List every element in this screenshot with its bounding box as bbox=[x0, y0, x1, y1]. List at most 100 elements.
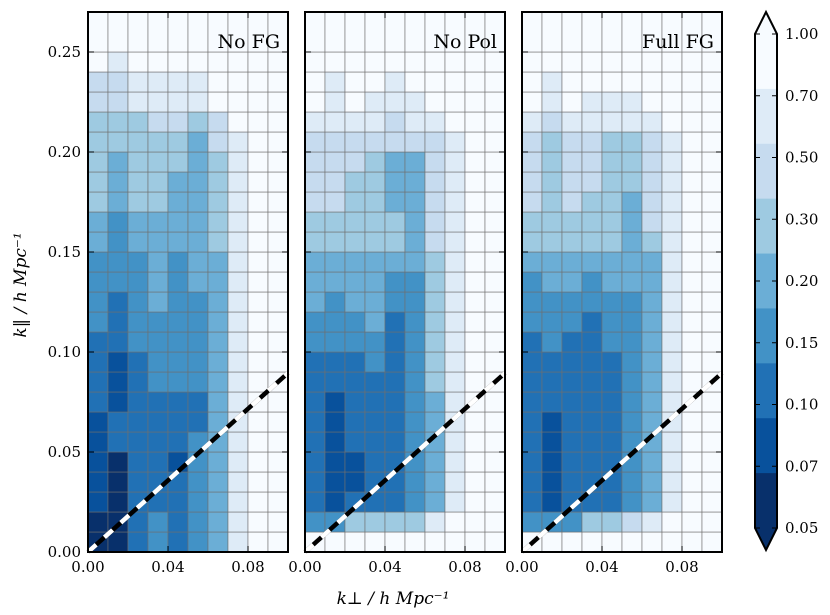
heatmap-cell bbox=[561, 291, 583, 313]
heatmap-cell bbox=[247, 511, 269, 533]
heatmap-cell bbox=[444, 531, 466, 553]
heatmap-cell bbox=[267, 331, 289, 353]
heatmap-cell bbox=[324, 411, 346, 433]
heatmap-cell bbox=[247, 491, 269, 513]
heatmap-cell bbox=[187, 251, 209, 273]
heatmap-cell bbox=[107, 251, 129, 273]
heatmap-cell bbox=[681, 471, 703, 493]
x-tick-label: 0.04 bbox=[585, 558, 618, 576]
heatmap-cell bbox=[304, 11, 326, 53]
heatmap-cell bbox=[464, 71, 486, 93]
heatmap-cell bbox=[87, 51, 109, 73]
heatmap-cell bbox=[344, 471, 366, 493]
heatmap-cell bbox=[344, 231, 366, 253]
heatmap-cell bbox=[324, 211, 346, 233]
heatmap-cell bbox=[167, 271, 189, 293]
heatmap-cell bbox=[344, 371, 366, 393]
heatmap-cell bbox=[167, 251, 189, 273]
heatmap-cell bbox=[444, 511, 466, 533]
heatmap-cell bbox=[601, 531, 623, 553]
heatmap-cell bbox=[304, 91, 326, 113]
x-tick-label: 0.08 bbox=[231, 558, 264, 576]
heatmap-cell bbox=[187, 191, 209, 213]
heatmap-cell bbox=[247, 191, 269, 213]
heatmap-cell bbox=[267, 191, 289, 213]
heatmap-cell bbox=[464, 451, 486, 473]
heatmap-cell bbox=[247, 211, 269, 233]
heatmap-cell bbox=[207, 271, 229, 293]
colorbar-segment bbox=[755, 308, 777, 364]
heatmap-cell bbox=[344, 71, 366, 93]
heatmap-cell bbox=[621, 311, 643, 333]
y-tick-label: 0.05 bbox=[48, 443, 81, 461]
heatmap-cell bbox=[227, 51, 249, 73]
heatmap-cell bbox=[364, 131, 386, 153]
heatmap-cell bbox=[167, 431, 189, 453]
colorbar-segment bbox=[755, 143, 777, 200]
heatmap-cell bbox=[147, 191, 169, 213]
heatmap-cell bbox=[541, 491, 563, 513]
heatmap-cell bbox=[167, 291, 189, 313]
colorbar-segment bbox=[755, 198, 777, 255]
heatmap-cell bbox=[464, 411, 486, 433]
heatmap-cell bbox=[107, 491, 129, 513]
heatmap-cell bbox=[641, 231, 663, 253]
heatmap-cell bbox=[227, 251, 249, 273]
heatmap-cell bbox=[107, 311, 129, 333]
heatmap-cell bbox=[581, 11, 603, 53]
heatmap-cell bbox=[207, 491, 229, 513]
heatmap-cell bbox=[701, 131, 723, 153]
heatmap-cell bbox=[484, 251, 506, 273]
heatmap-cell bbox=[127, 151, 149, 173]
heatmap-cell bbox=[621, 131, 643, 153]
heatmap-cell bbox=[127, 111, 149, 133]
heatmap-cell bbox=[364, 251, 386, 273]
heatmap-cell bbox=[304, 71, 326, 93]
heatmap-cell bbox=[384, 111, 406, 133]
colorbar-segment bbox=[755, 253, 777, 309]
heatmap-cell bbox=[681, 171, 703, 193]
heatmap-cell bbox=[364, 231, 386, 253]
heatmap-cell bbox=[87, 231, 109, 253]
heatmap-cell bbox=[364, 211, 386, 233]
heatmap-cell bbox=[167, 371, 189, 393]
heatmap-cell bbox=[147, 311, 169, 333]
heatmap-cell bbox=[661, 111, 683, 133]
y-tick-label: 0.20 bbox=[48, 143, 81, 161]
heatmap-cell bbox=[167, 331, 189, 353]
heatmap-cell bbox=[127, 51, 149, 73]
heatmap-cell bbox=[187, 231, 209, 253]
heatmap-cell bbox=[521, 231, 543, 253]
heatmap-cell bbox=[464, 251, 486, 273]
heatmap-cell bbox=[404, 291, 426, 313]
heatmap-cell bbox=[581, 211, 603, 233]
heatmap-cell bbox=[581, 171, 603, 193]
heatmap-cell bbox=[621, 211, 643, 233]
heatmap-cell bbox=[187, 91, 209, 113]
heatmap-cell bbox=[404, 351, 426, 373]
heatmap-cell bbox=[304, 291, 326, 313]
heatmap-cell bbox=[404, 271, 426, 293]
axes-frame bbox=[521, 11, 723, 553]
heatmap-cell bbox=[107, 51, 129, 73]
heatmap-cell bbox=[87, 391, 109, 413]
heatmap-cell bbox=[187, 11, 209, 53]
heatmap-cell bbox=[561, 91, 583, 113]
heatmap-cell bbox=[384, 411, 406, 433]
heatmap-cell bbox=[187, 371, 209, 393]
heatmap-cell bbox=[324, 231, 346, 253]
heatmap-cell bbox=[227, 331, 249, 353]
heatmap-cell bbox=[364, 91, 386, 113]
heatmap-cell bbox=[304, 331, 326, 353]
heatmap-cell bbox=[384, 11, 406, 53]
heatmap-cell bbox=[267, 231, 289, 253]
heatmap-cell bbox=[87, 431, 109, 453]
heatmap-cell bbox=[621, 11, 643, 53]
heatmap-cell bbox=[444, 431, 466, 453]
heatmap-cell bbox=[167, 351, 189, 373]
heatmap-cell bbox=[267, 491, 289, 513]
heatmap-cell bbox=[344, 351, 366, 373]
heatmap-cell bbox=[701, 251, 723, 273]
heatmap-cell bbox=[424, 371, 446, 393]
